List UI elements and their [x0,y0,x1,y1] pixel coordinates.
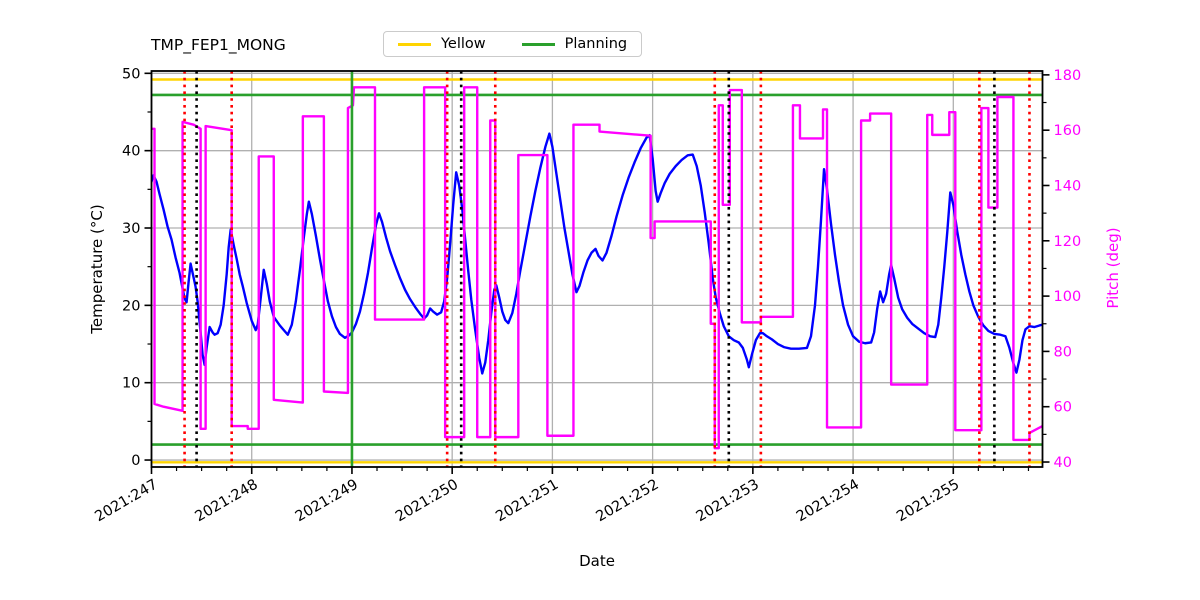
temperature-series-line [151,132,1043,375]
legend-item-planning: Planning [521,36,628,52]
y-tick-label-right: 40 [1054,455,1072,471]
y-tick-label-right: 60 [1054,400,1072,416]
legend-item-yellow: Yellow [398,36,486,52]
y-axis-label-right: Pitch (deg) [1104,227,1122,309]
planning-limit-legend-line-icon [521,42,555,46]
y-tick-label-left: 30 [122,221,140,237]
y-tick-label-left: 20 [122,298,140,314]
x-tick-label: 2021:248 [193,477,261,526]
y-tick-label-left: 40 [122,144,140,160]
x-tick-label: 2021:253 [694,477,762,526]
y-tick-label-right: 160 [1054,123,1082,139]
y-tick-label-left: 50 [122,66,140,82]
yellow-limit-legend-line-icon [398,42,431,46]
legend-label-planning: Planning [564,36,628,52]
y-tick-label-left: 10 [122,376,140,392]
x-tick-label: 2021:252 [593,477,661,526]
legend-label-yellow: Yellow [441,36,486,52]
legend: Yellow Planning [383,31,643,57]
plot-border [150,70,1044,468]
x-tick-label: 2021:251 [493,477,561,526]
y-axis-label-left: Temperature (°C) [88,204,106,334]
y-tick-label-right: 140 [1054,178,1082,194]
x-tick-label: 2021:249 [293,477,361,526]
y-tick-label-left: 0 [131,453,140,469]
y-tick-label-right: 80 [1054,344,1072,360]
pitch-series-line [151,86,1043,450]
x-axis-label: Date [579,552,615,570]
y-tick-label-right: 120 [1054,234,1082,250]
y-tick-label-right: 100 [1054,289,1082,305]
x-tick-label: 2021:255 [894,477,962,526]
y-tick-label-right: 180 [1054,68,1082,84]
x-tick-label: 2021:250 [393,477,461,526]
x-tick-label: 2021:254 [794,477,862,526]
x-tick-label: 2021:247 [92,477,160,526]
chart-title: TMP_FEP1_MONG [151,36,286,54]
